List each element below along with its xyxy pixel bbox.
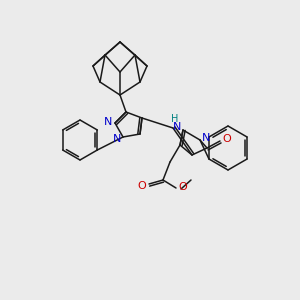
Text: N: N [173,122,181,132]
Text: O: O [138,181,146,191]
Text: N: N [113,134,121,144]
Text: O: O [178,182,188,192]
Text: O: O [223,134,231,144]
Text: N: N [104,117,112,127]
Text: H: H [171,114,179,124]
Text: N: N [202,133,210,143]
